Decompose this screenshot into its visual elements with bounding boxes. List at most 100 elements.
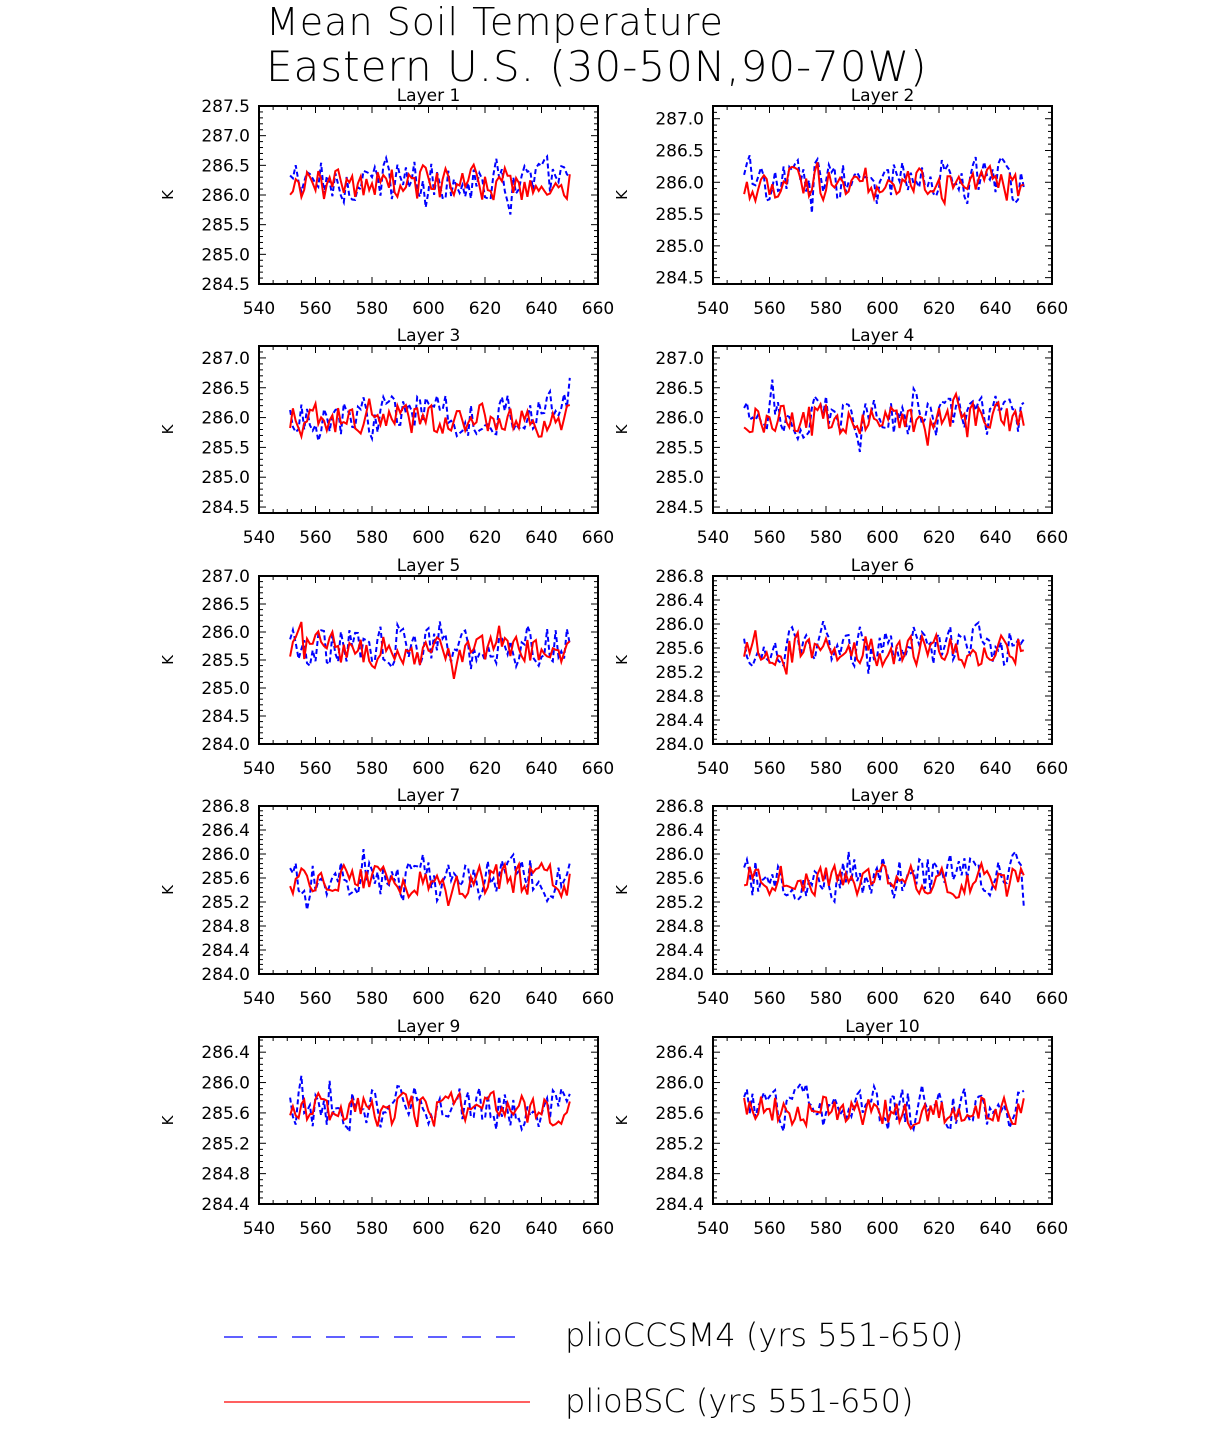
layer8-y-axis-label: K bbox=[613, 884, 631, 895]
layer10-y-axis-label: K bbox=[613, 1114, 631, 1125]
layer8-y-tick-label: 284.4 bbox=[655, 941, 704, 961]
layer10-y-tick-label: 285.6 bbox=[655, 1104, 704, 1124]
layer7-y-tick-label: 286.0 bbox=[201, 845, 250, 865]
layer1-x-tick-label: 580 bbox=[356, 299, 388, 319]
layer5-y-tick-label: 287.0 bbox=[201, 567, 250, 587]
layer1-y-axis-label: K bbox=[159, 189, 177, 200]
layer4-series-bsc bbox=[743, 390, 1025, 446]
layer8-y-tick-label: 285.2 bbox=[655, 893, 704, 913]
layer7-y-tick-label: 285.6 bbox=[201, 869, 250, 889]
layer5-y-tick-label: 284.0 bbox=[201, 735, 250, 755]
layer8-x-tick-label: 540 bbox=[697, 989, 729, 1009]
layer9-x-tick-label: 580 bbox=[356, 1219, 388, 1239]
layer8-series-bsc bbox=[743, 860, 1025, 900]
layer6-x-tick-label: 540 bbox=[697, 759, 729, 779]
layer2-x-tick-label: 600 bbox=[866, 299, 898, 319]
layer3-x-tick-label: 580 bbox=[356, 528, 388, 548]
layer8-x-tick-label: 580 bbox=[810, 989, 842, 1009]
layer8-panel-title: Layer 8 bbox=[851, 786, 915, 806]
layer5-y-tick-label: 286.5 bbox=[201, 595, 250, 615]
layer4-y-tick-label: 286.0 bbox=[655, 409, 704, 429]
layer9-y-tick-label: 284.8 bbox=[201, 1165, 250, 1185]
layer1-x-tick-label: 540 bbox=[243, 299, 275, 319]
layer10-x-tick-label: 560 bbox=[753, 1219, 785, 1239]
layer4-panel-title: Layer 4 bbox=[851, 326, 915, 346]
layer10-series-bsc bbox=[743, 1094, 1025, 1131]
layer7-y-axis-label: K bbox=[159, 884, 177, 895]
layer9-x-tick-label: 660 bbox=[582, 1219, 614, 1239]
layer1-y-tick-label: 286.0 bbox=[201, 186, 250, 206]
layer1-y-tick-label: 287.5 bbox=[201, 97, 250, 117]
layer1-series-bsc bbox=[289, 162, 571, 202]
layer4-y-tick-label: 285.5 bbox=[655, 438, 704, 458]
layer4-x-tick-label: 600 bbox=[866, 528, 898, 548]
layer6-x-tick-label: 660 bbox=[1036, 759, 1068, 779]
layer4-x-tick-label: 620 bbox=[923, 528, 955, 548]
layer8-x-tick-label: 640 bbox=[979, 989, 1011, 1009]
layer2-panel-title: Layer 2 bbox=[851, 86, 915, 106]
layer2-x-tick-label: 640 bbox=[979, 299, 1011, 319]
layer5-x-tick-label: 580 bbox=[356, 759, 388, 779]
layer7-y-tick-label: 284.8 bbox=[201, 917, 250, 937]
layer10-y-tick-label: 286.4 bbox=[655, 1043, 704, 1063]
layer5-y-tick-label: 285.0 bbox=[201, 679, 250, 699]
chart-title-line1: Mean Soil Temperature bbox=[266, 0, 724, 44]
layer5-x-tick-label: 620 bbox=[469, 759, 501, 779]
layer8-x-tick-label: 660 bbox=[1036, 989, 1068, 1009]
layer4-y-axis-label: K bbox=[613, 423, 631, 434]
layer4-y-tick-label: 286.5 bbox=[655, 379, 704, 399]
layer3-x-tick-label: 660 bbox=[582, 528, 614, 548]
layer1-y-tick-label: 284.5 bbox=[201, 275, 250, 295]
layer3-series-bsc bbox=[289, 398, 571, 441]
layer4-y-tick-label: 287.0 bbox=[655, 349, 704, 369]
layer2-y-tick-label: 286.5 bbox=[655, 142, 704, 162]
layer4-x-tick-label: 640 bbox=[979, 528, 1011, 548]
layer2-y-tick-label: 286.0 bbox=[655, 173, 704, 193]
layer9-y-tick-label: 285.2 bbox=[201, 1134, 250, 1154]
layer2-y-tick-label: 285.0 bbox=[655, 237, 704, 257]
layer9-x-tick-label: 560 bbox=[299, 1219, 331, 1239]
layer5-x-tick-label: 560 bbox=[299, 759, 331, 779]
layer10-x-tick-label: 660 bbox=[1036, 1219, 1068, 1239]
layer5-x-tick-label: 640 bbox=[525, 759, 557, 779]
layer6-y-tick-label: 285.6 bbox=[655, 639, 704, 659]
layer7-y-tick-label: 286.4 bbox=[201, 821, 250, 841]
layer7-x-tick-label: 660 bbox=[582, 989, 614, 1009]
layer6-y-axis-label: K bbox=[613, 654, 631, 665]
layer6-x-tick-label: 560 bbox=[753, 759, 785, 779]
layer3-x-tick-label: 620 bbox=[469, 528, 501, 548]
layer1-x-tick-label: 660 bbox=[582, 299, 614, 319]
layer4-x-tick-label: 580 bbox=[810, 528, 842, 548]
layer1-y-tick-label: 285.5 bbox=[201, 216, 250, 236]
layer8-y-tick-label: 285.6 bbox=[655, 869, 704, 889]
layer6-panel-title: Layer 6 bbox=[851, 556, 915, 576]
layer5-series-bsc bbox=[289, 621, 571, 679]
layer3-x-tick-label: 560 bbox=[299, 528, 331, 548]
layer8-series-ccsm4 bbox=[743, 849, 1025, 907]
layer7-y-tick-label: 286.8 bbox=[201, 797, 250, 817]
layer6-y-tick-label: 286.0 bbox=[655, 615, 704, 635]
layer10-x-tick-label: 640 bbox=[979, 1219, 1011, 1239]
layer5-x-tick-label: 660 bbox=[582, 759, 614, 779]
layer7-x-tick-label: 640 bbox=[525, 989, 557, 1009]
layer6-x-tick-label: 580 bbox=[810, 759, 842, 779]
layer3-y-tick-label: 286.5 bbox=[201, 379, 250, 399]
layer8-x-tick-label: 600 bbox=[866, 989, 898, 1009]
layer2-x-tick-label: 540 bbox=[697, 299, 729, 319]
layer6-x-tick-label: 620 bbox=[923, 759, 955, 779]
layer5-y-tick-label: 284.5 bbox=[201, 707, 250, 727]
layer6-x-tick-label: 600 bbox=[866, 759, 898, 779]
layer9-x-tick-label: 640 bbox=[525, 1219, 557, 1239]
layer9-y-tick-label: 286.4 bbox=[201, 1043, 250, 1063]
layer7-y-tick-label: 284.4 bbox=[201, 941, 250, 961]
layer10-panel-title: Layer 10 bbox=[845, 1017, 919, 1037]
layer9-panel-title: Layer 9 bbox=[397, 1017, 461, 1037]
layer9-x-tick-label: 540 bbox=[243, 1219, 275, 1239]
layer2-x-tick-label: 560 bbox=[753, 299, 785, 319]
layer9-x-tick-label: 600 bbox=[412, 1219, 444, 1239]
layer2-x-tick-label: 660 bbox=[1036, 299, 1068, 319]
layer4-y-tick-label: 284.5 bbox=[655, 498, 704, 518]
layer4-x-tick-label: 560 bbox=[753, 528, 785, 548]
